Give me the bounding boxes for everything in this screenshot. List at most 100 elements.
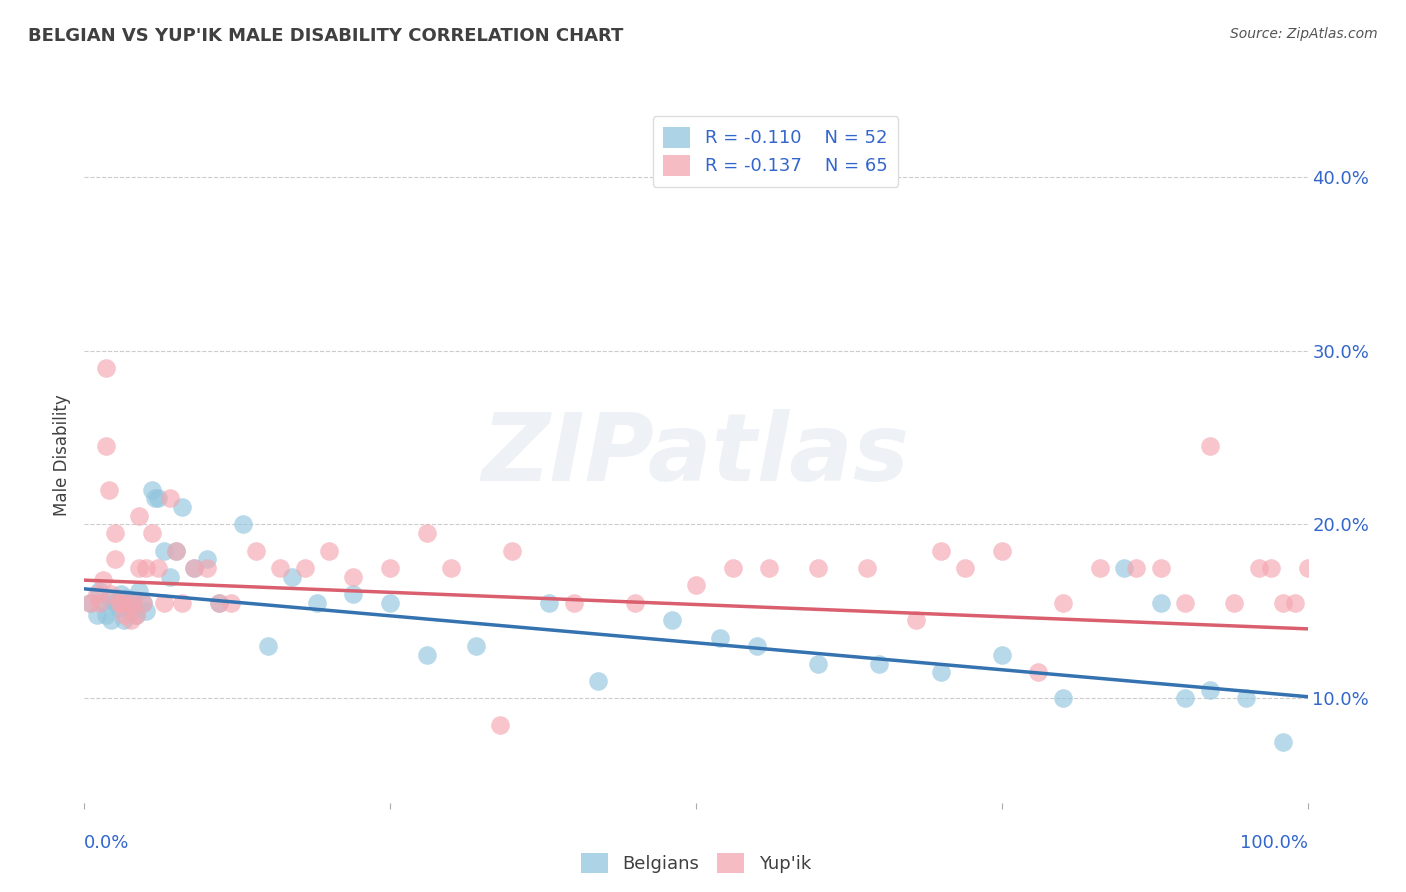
Point	[1198, 439, 1220, 453]
Point	[269, 561, 291, 575]
Point	[122, 596, 145, 610]
Point	[380, 561, 402, 575]
Point	[100, 613, 122, 627]
Point	[1272, 596, 1295, 610]
Point	[1247, 561, 1270, 575]
Point	[1272, 735, 1295, 749]
Point	[219, 596, 242, 610]
Point	[538, 596, 561, 610]
Point	[1150, 596, 1173, 610]
Point	[294, 561, 316, 575]
Point	[141, 526, 163, 541]
Point	[1052, 691, 1074, 706]
Point	[165, 543, 187, 558]
Point	[141, 483, 163, 497]
Point	[1174, 596, 1197, 610]
Point	[709, 631, 731, 645]
Point	[586, 674, 609, 689]
Point	[305, 596, 328, 610]
Point	[96, 607, 118, 622]
Point	[1150, 561, 1173, 575]
Point	[807, 657, 830, 671]
Point	[464, 639, 486, 653]
Point	[245, 543, 267, 558]
Point	[172, 596, 194, 610]
Point	[1125, 561, 1147, 575]
Point	[135, 561, 157, 575]
Point	[342, 570, 364, 584]
Point	[135, 605, 157, 619]
Point	[96, 361, 118, 376]
Point	[807, 561, 830, 575]
Point	[87, 583, 110, 598]
Text: 100.0%: 100.0%	[1240, 834, 1308, 852]
Point	[661, 613, 683, 627]
Text: Source: ZipAtlas.com: Source: ZipAtlas.com	[1230, 27, 1378, 41]
Point	[100, 587, 122, 601]
Point	[416, 648, 439, 662]
Point	[1174, 691, 1197, 706]
Point	[132, 596, 155, 610]
Point	[257, 639, 280, 653]
Point	[208, 596, 231, 610]
Point	[120, 613, 142, 627]
Point	[120, 605, 142, 619]
Point	[159, 491, 181, 506]
Point	[1088, 561, 1111, 575]
Point	[115, 591, 138, 605]
Point	[153, 543, 176, 558]
Point	[165, 543, 187, 558]
Point	[489, 717, 512, 731]
Point	[132, 596, 155, 610]
Point	[208, 596, 231, 610]
Point	[281, 570, 304, 584]
Point	[991, 543, 1014, 558]
Point	[79, 596, 101, 610]
Point	[107, 601, 129, 615]
Point	[929, 543, 952, 558]
Point	[153, 596, 176, 610]
Point	[143, 491, 166, 506]
Point	[91, 573, 114, 587]
Point	[929, 665, 952, 680]
Point	[112, 607, 135, 622]
Point	[183, 561, 205, 575]
Point	[1114, 561, 1136, 575]
Point	[685, 578, 707, 592]
Point	[1296, 561, 1319, 575]
Point	[318, 543, 340, 558]
Point	[87, 596, 110, 610]
Point	[159, 570, 181, 584]
Point	[115, 596, 138, 610]
Point	[869, 657, 891, 671]
Point	[96, 439, 118, 453]
Point	[183, 561, 205, 575]
Point	[97, 483, 120, 497]
Point	[1260, 561, 1282, 575]
Point	[232, 517, 254, 532]
Point	[172, 500, 194, 514]
Point	[97, 591, 120, 605]
Point	[195, 552, 218, 566]
Point	[440, 561, 463, 575]
Point	[110, 587, 132, 601]
Point	[104, 596, 127, 610]
Point	[502, 543, 524, 558]
Legend: Belgians, Yup'ik: Belgians, Yup'ik	[569, 842, 823, 884]
Point	[991, 648, 1014, 662]
Point	[1028, 665, 1050, 680]
Point	[953, 561, 976, 575]
Point	[86, 587, 108, 601]
Point	[107, 596, 129, 610]
Point	[128, 561, 150, 575]
Point	[1198, 682, 1220, 697]
Point	[562, 596, 585, 610]
Point	[104, 526, 127, 541]
Point	[1284, 596, 1306, 610]
Point	[128, 583, 150, 598]
Point	[146, 561, 169, 575]
Point	[79, 596, 101, 610]
Point	[1223, 596, 1246, 610]
Point	[747, 639, 769, 653]
Point	[1052, 596, 1074, 610]
